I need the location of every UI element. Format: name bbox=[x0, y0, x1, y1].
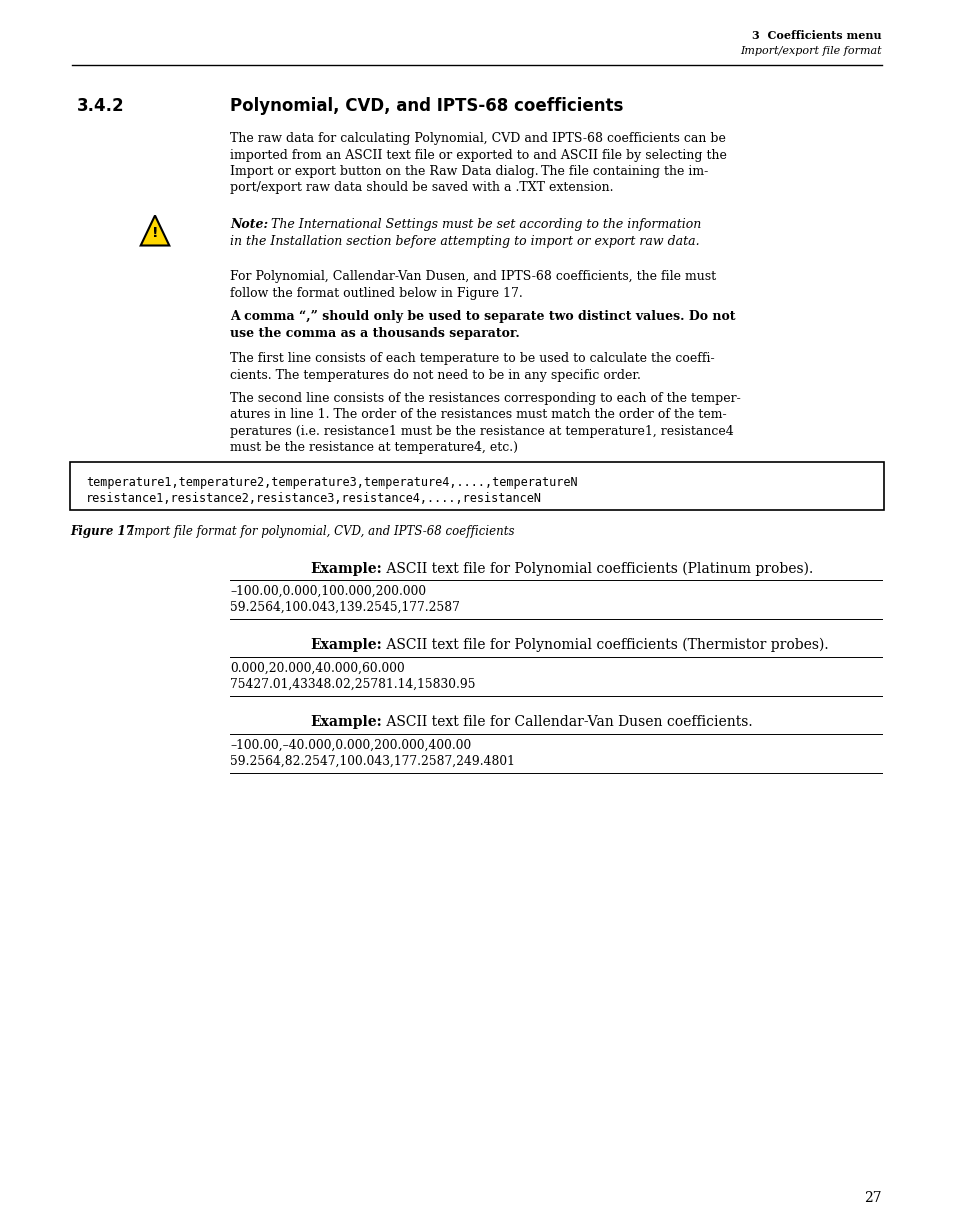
Text: ASCII text file for Polynomial coefficients (Platinum probes).: ASCII text file for Polynomial coefficie… bbox=[381, 562, 812, 577]
Text: –100.00,0.000,100.000,200.000: –100.00,0.000,100.000,200.000 bbox=[230, 585, 426, 598]
Text: follow the format outlined below in Figure 17.: follow the format outlined below in Figu… bbox=[230, 286, 522, 299]
Text: Import file format for polynomial, CVD, and IPTS-68 coefficients: Import file format for polynomial, CVD, … bbox=[122, 525, 514, 537]
Text: 75427.01,43348.02,25781.14,15830.95: 75427.01,43348.02,25781.14,15830.95 bbox=[230, 679, 475, 691]
Text: Example:: Example: bbox=[310, 715, 381, 729]
Text: The second line consists of the resistances corresponding to each of the temper-: The second line consists of the resistan… bbox=[230, 391, 740, 405]
Text: atures in line 1. The order of the resistances must match the order of the tem-: atures in line 1. The order of the resis… bbox=[230, 409, 726, 422]
Text: Figure 17: Figure 17 bbox=[70, 525, 133, 537]
Text: 59.2564,100.043,139.2545,177.2587: 59.2564,100.043,139.2545,177.2587 bbox=[230, 601, 459, 614]
Text: For Polynomial, Callendar-Van Dusen, and IPTS-68 coefficients, the file must: For Polynomial, Callendar-Van Dusen, and… bbox=[230, 270, 716, 283]
Text: in the Installation section before attempting to import or export raw data.: in the Installation section before attem… bbox=[230, 234, 699, 248]
Text: Example:: Example: bbox=[310, 562, 381, 575]
Text: cients. The temperatures do not need to be in any specific order.: cients. The temperatures do not need to … bbox=[230, 368, 640, 382]
Text: A comma “,” should only be used to separate two distinct values. Do not: A comma “,” should only be used to separ… bbox=[230, 310, 735, 323]
Text: 0.000,20.000,40.000,60.000: 0.000,20.000,40.000,60.000 bbox=[230, 663, 404, 675]
Text: ASCII text file for Polynomial coefficients (Thermistor probes).: ASCII text file for Polynomial coefficie… bbox=[381, 638, 828, 653]
Text: use the comma as a thousands separator.: use the comma as a thousands separator. bbox=[230, 326, 519, 340]
Text: Note:: Note: bbox=[230, 218, 268, 231]
Text: 3.4.2: 3.4.2 bbox=[77, 97, 125, 115]
Text: temperature1,temperature2,temperature3,temperature4,....,temperatureN: temperature1,temperature2,temperature3,t… bbox=[86, 476, 577, 490]
Text: must be the resistance at temperature4, etc.): must be the resistance at temperature4, … bbox=[230, 442, 517, 454]
Text: 3  Coefficients menu: 3 Coefficients menu bbox=[752, 29, 882, 40]
Text: Polynomial, CVD, and IPTS-68 coefficients: Polynomial, CVD, and IPTS-68 coefficient… bbox=[230, 97, 622, 115]
Text: Example:: Example: bbox=[310, 638, 381, 652]
Text: Import or export button on the Raw Data dialog. The file containing the im-: Import or export button on the Raw Data … bbox=[230, 164, 707, 178]
Polygon shape bbox=[140, 216, 169, 245]
Text: peratures (i.e. resistance1 must be the resistance at temperature1, resistance4: peratures (i.e. resistance1 must be the … bbox=[230, 425, 733, 438]
Text: imported from an ASCII text file or exported to and ASCII file by selecting the: imported from an ASCII text file or expo… bbox=[230, 148, 726, 162]
Text: 59.2564,82.2547,100.043,177.2587,249.4801: 59.2564,82.2547,100.043,177.2587,249.480… bbox=[230, 755, 515, 768]
Text: resistance1,resistance2,resistance3,resistance4,....,resistanceN: resistance1,resistance2,resistance3,resi… bbox=[86, 492, 541, 506]
Text: The first line consists of each temperature to be used to calculate the coeffi-: The first line consists of each temperat… bbox=[230, 352, 714, 364]
Text: ASCII text file for Callendar-Van Dusen coefficients.: ASCII text file for Callendar-Van Dusen … bbox=[381, 715, 752, 729]
Text: !: ! bbox=[152, 226, 158, 240]
Text: 27: 27 bbox=[863, 1191, 882, 1205]
Text: The International Settings must be set according to the information: The International Settings must be set a… bbox=[267, 218, 700, 231]
Text: port/export raw data should be saved with a .TXT extension.: port/export raw data should be saved wit… bbox=[230, 182, 613, 195]
Text: The raw data for calculating Polynomial, CVD and IPTS-68 coefficients can be: The raw data for calculating Polynomial,… bbox=[230, 133, 725, 145]
Text: Import/export file format: Import/export file format bbox=[740, 45, 882, 56]
Text: –100.00,–40.000,0.000,200.000,400.00: –100.00,–40.000,0.000,200.000,400.00 bbox=[230, 739, 471, 752]
Bar bbox=[70, 463, 883, 510]
